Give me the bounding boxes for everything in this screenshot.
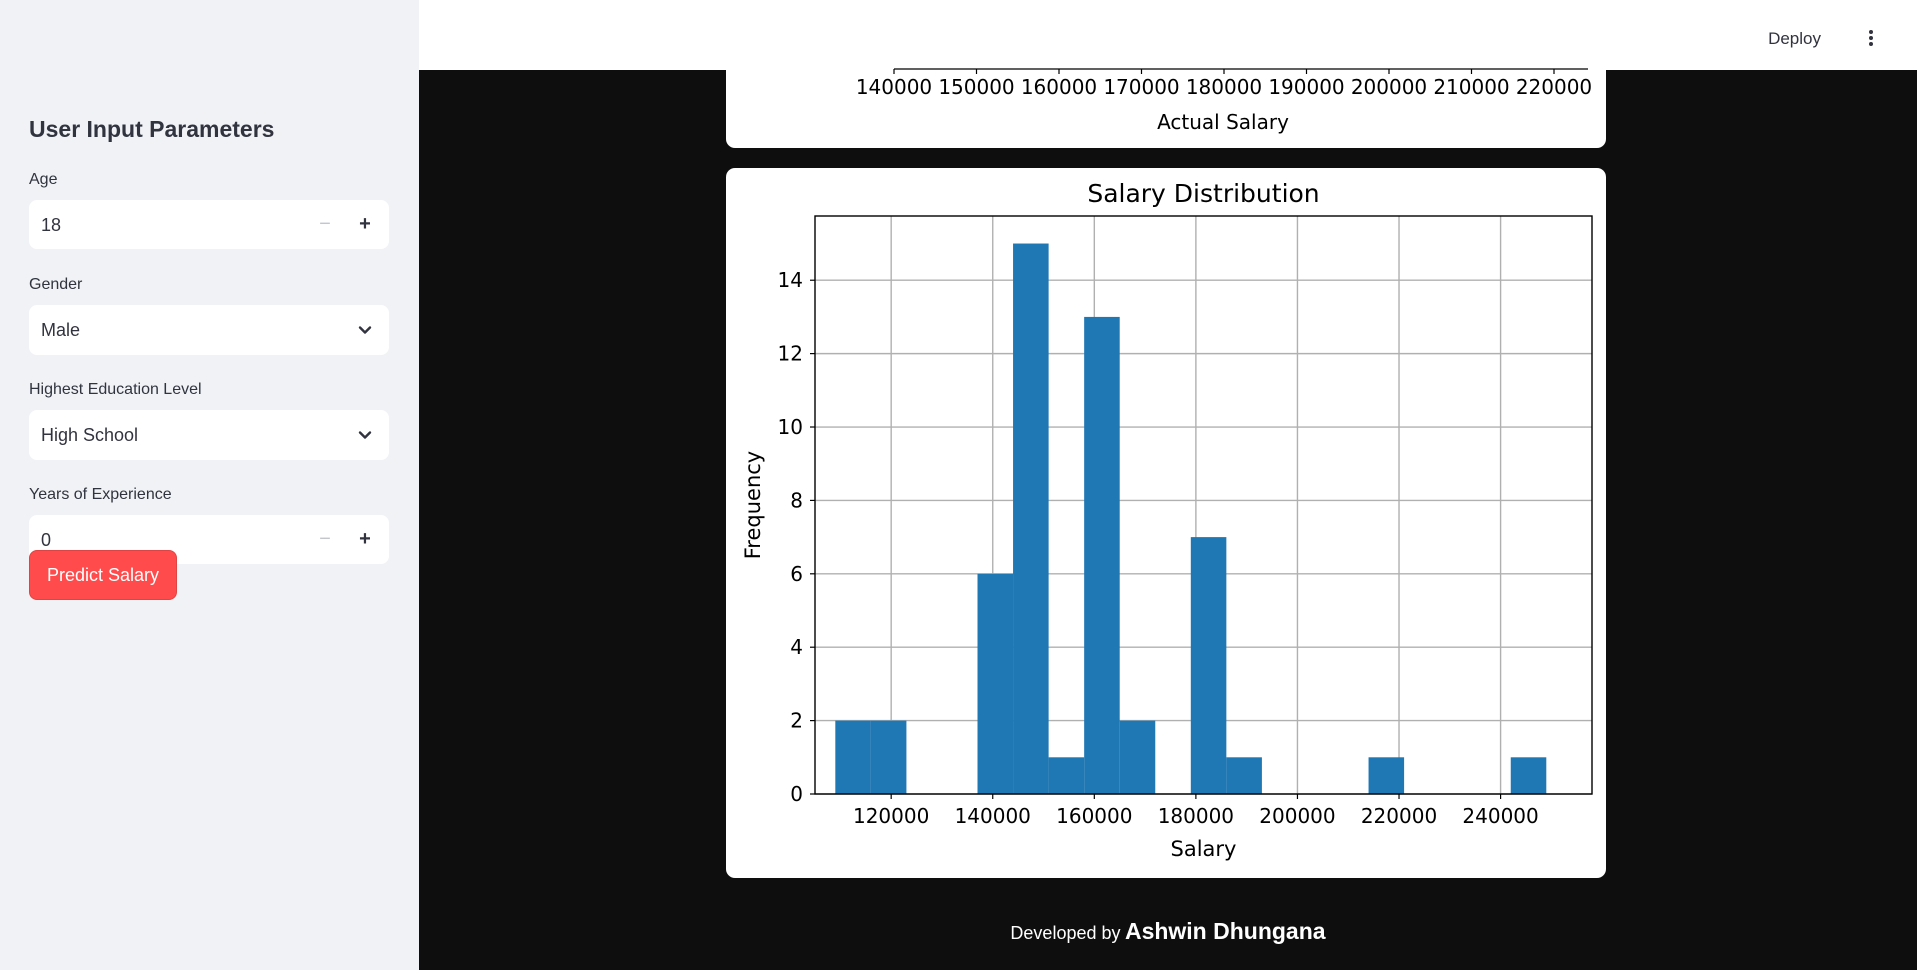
age-input[interactable]: 18 − + [29, 200, 389, 249]
x-tick-label: 210000 [1433, 75, 1509, 99]
x-tick-label: 220000 [1516, 75, 1592, 99]
x-tick-label: 140000 [955, 804, 1031, 828]
x-tick-label: 180000 [1158, 804, 1234, 828]
histogram-bar [835, 720, 871, 794]
x-axis-label: Actual Salary [1157, 110, 1289, 134]
histogram-bar [1368, 757, 1405, 794]
salary-distribution-chart: 120000 140000 160000 180000 200000 220000 2400… [741, 179, 1593, 861]
histogram-bar [1119, 720, 1156, 794]
gender-value: Male [41, 320, 81, 340]
education-label: Highest Education Level [29, 381, 202, 398]
age-value[interactable]: 18 [41, 215, 62, 235]
y-tick-label: 12 [778, 342, 803, 366]
y-tick-label: 10 [778, 415, 803, 439]
histogram-bar [1190, 537, 1227, 794]
histogram-bar [1048, 757, 1085, 794]
more-menu-icon[interactable] [1865, 28, 1877, 50]
y-tick-label: 8 [790, 488, 803, 512]
experience-label: Years of Experience [29, 486, 172, 503]
gender-select[interactable]: Male [29, 305, 389, 355]
actual-vs-predicted-chart-card: 140000 150000 160000 170000 180000 190000 2000… [726, 50, 1606, 148]
x-tick-label: 150000 [938, 75, 1014, 99]
x-tick-label: 200000 [1259, 804, 1335, 828]
x-tick-label: 160000 [1056, 804, 1132, 828]
histogram-bar [1510, 757, 1547, 794]
experience-value[interactable]: 0 [41, 530, 52, 550]
gender-label: Gender [29, 276, 83, 293]
predict-salary-button[interactable]: Predict Salary [29, 550, 177, 600]
education-select[interactable]: High School [29, 410, 389, 460]
plot-frame [814, 215, 1593, 795]
x-tick-label: 200000 [1351, 75, 1427, 99]
histogram-bar [977, 573, 1014, 794]
y-axis-label: Frequency [741, 451, 765, 560]
histogram-bar [1226, 757, 1262, 794]
x-tick-label: 160000 [1021, 75, 1097, 99]
age-increment-button[interactable]: + [359, 213, 371, 235]
x-tick-label: 170000 [1103, 75, 1179, 99]
education-value: High School [41, 425, 139, 445]
chevron-down-icon [358, 431, 372, 439]
footer-author: Ashwin Dhungana [1124, 918, 1326, 944]
deploy-button[interactable]: Deploy [1768, 29, 1821, 48]
footer-prefix: Developed by [1010, 923, 1121, 943]
x-tick-label: 140000 [856, 75, 932, 99]
experience-decrement-button[interactable]: − [319, 528, 331, 550]
chart-title: Salary Distribution [1087, 179, 1319, 208]
histogram-bar [1084, 316, 1120, 794]
salary-distribution-chart-card: 120000 140000 160000 180000 200000 220000 2400… [726, 168, 1606, 878]
histogram-bar [1013, 243, 1049, 794]
y-tick-label: 2 [790, 709, 803, 733]
y-tick-label: 4 [790, 635, 803, 659]
footer: Developed by Ashwin Dhungana [419, 918, 1917, 945]
sidebar: User Input Parameters Age 18 − + Gender … [0, 0, 419, 970]
histogram-bar [870, 720, 907, 794]
y-tick-label: 0 [790, 782, 803, 806]
x-tick-label: 120000 [853, 804, 929, 828]
age-label: Age [29, 171, 58, 188]
actual-salary-axis-chart: 140000 150000 160000 170000 180000 190000 2000… [856, 68, 1592, 134]
y-tick-label: 6 [790, 562, 803, 586]
experience-increment-button[interactable]: + [359, 528, 371, 550]
y-tick-label: 14 [778, 268, 803, 292]
x-tick-label: 220000 [1361, 804, 1437, 828]
age-decrement-button[interactable]: − [319, 213, 331, 235]
x-tick-label: 240000 [1462, 804, 1538, 828]
x-axis-label: Salary [1171, 837, 1237, 861]
sidebar-title: User Input Parameters [29, 116, 275, 142]
x-tick-label: 190000 [1268, 75, 1344, 99]
x-tick-label: 180000 [1186, 75, 1262, 99]
chevron-down-icon [358, 326, 372, 334]
